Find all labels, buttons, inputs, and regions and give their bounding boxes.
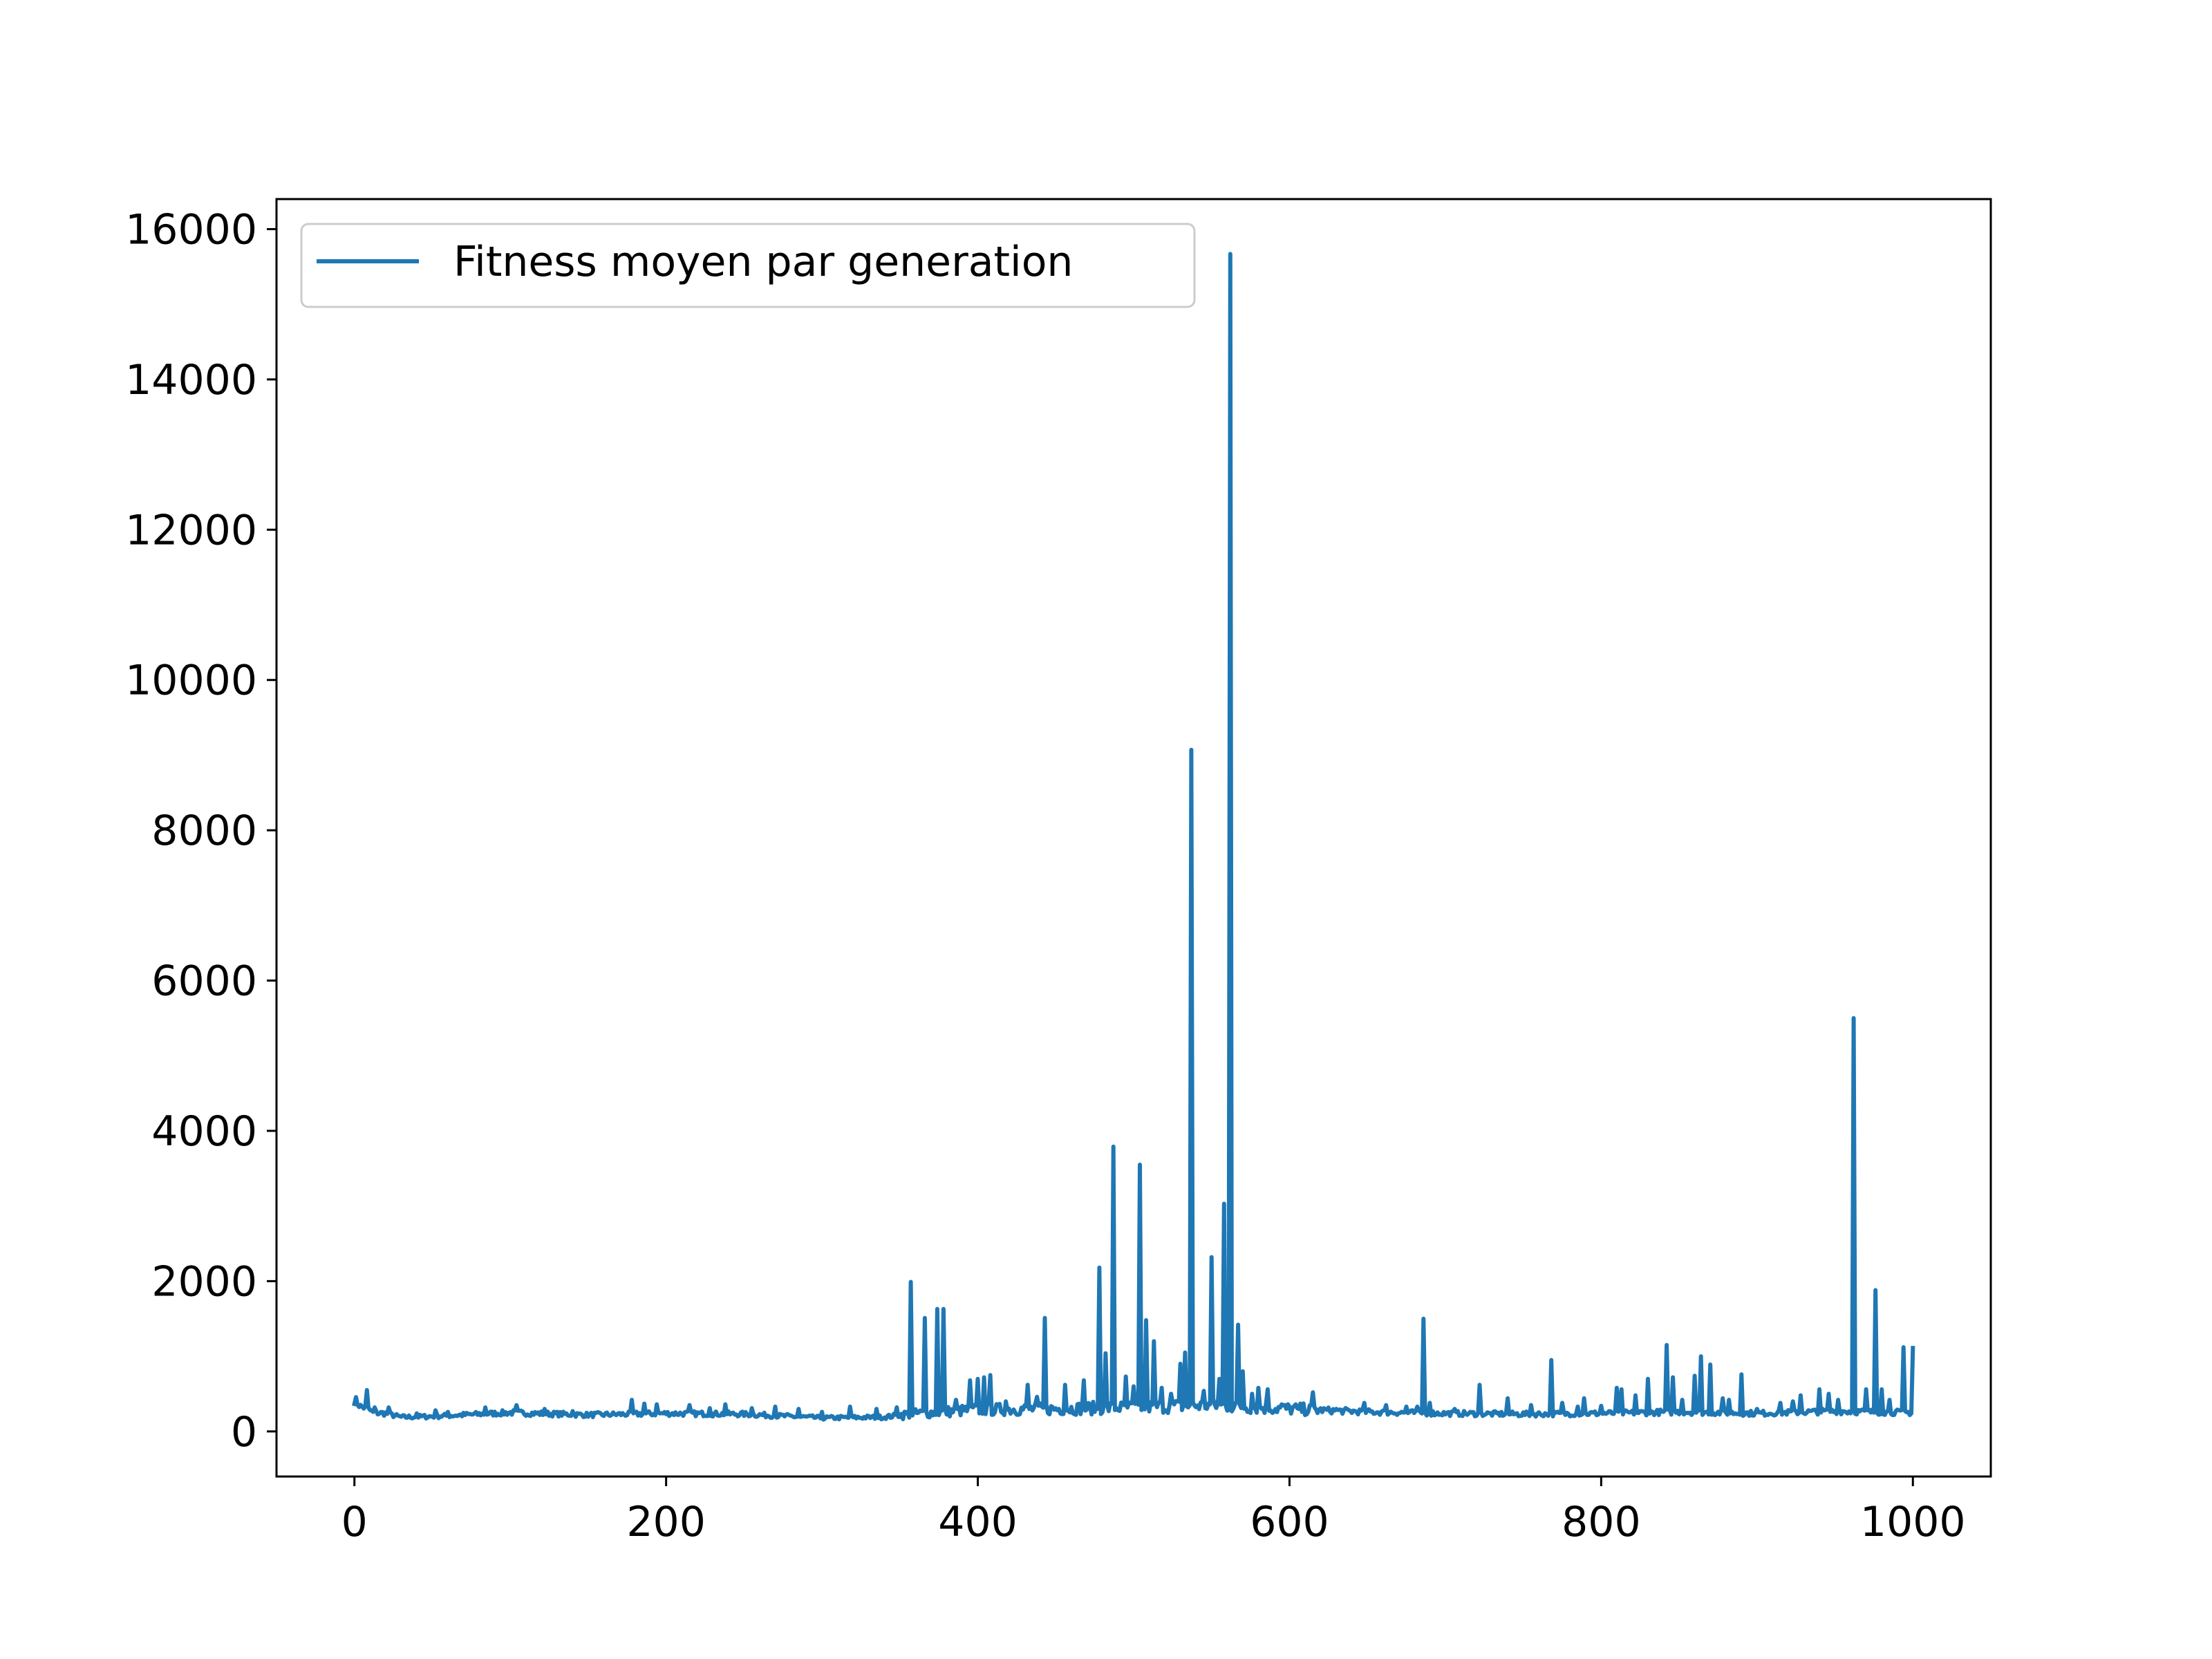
y-tick-label: 12000 xyxy=(125,506,257,554)
y-axis: 0 2000 4000 6000 8000 10000 12000 14000 16000 xyxy=(125,205,276,1456)
x-tick-label: 200 xyxy=(626,1498,706,1546)
legend-box xyxy=(300,223,1196,308)
y-tick-label: 14000 xyxy=(125,356,257,404)
y-tick-label: 4000 xyxy=(151,1107,257,1156)
y-tick-label: 6000 xyxy=(151,957,257,1006)
y-tick-label: 2000 xyxy=(151,1257,257,1306)
legend-label: Fitness moyen par generation xyxy=(453,238,1073,286)
y-tick-label: 0 xyxy=(231,1408,257,1456)
x-tick-label: 1000 xyxy=(1860,1498,1966,1546)
x-tick-label: 600 xyxy=(1250,1498,1329,1546)
y-tick-label: 8000 xyxy=(151,807,257,855)
axes-frame xyxy=(275,198,1992,1478)
plot-area xyxy=(352,252,1915,1422)
x-axis: 0 200 400 600 800 1000 xyxy=(341,1477,1966,1546)
series-line xyxy=(352,252,1915,1422)
x-tick-label: 0 xyxy=(341,1498,368,1546)
x-tick-label: 800 xyxy=(1562,1498,1641,1546)
y-tick-label: 10000 xyxy=(125,657,257,705)
y-tick-label: 16000 xyxy=(125,205,257,254)
x-tick-label: 400 xyxy=(938,1498,1018,1546)
legend: Fitness moyen par generation xyxy=(300,223,1196,308)
